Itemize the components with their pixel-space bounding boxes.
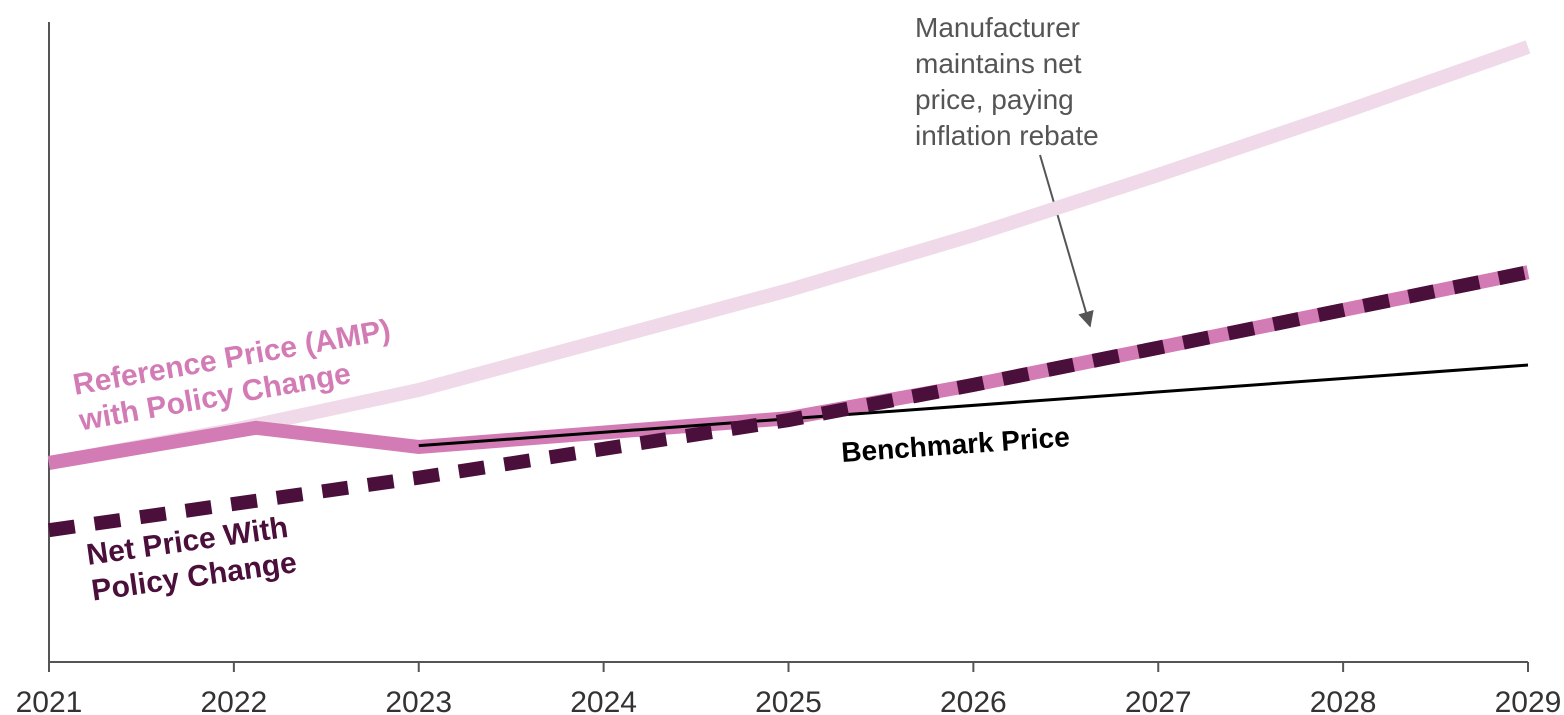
annotation: Benchmark Price [840,421,1070,468]
x-tick-label: 2024 [570,686,637,715]
series-line [47,40,1531,470]
x-tick-label: 2025 [755,686,822,715]
x-tick-label: 2026 [940,686,1007,715]
x-tick-label: 2023 [385,686,452,715]
annotation-line: Manufacturer [915,12,1080,43]
annotation-line: price, paying [915,84,1074,115]
series-line [47,265,1530,470]
x-tick-label: 2028 [1310,686,1377,715]
x-tick-label: 2027 [1125,686,1192,715]
series-line [418,363,1529,448]
annotation-arrow [1039,154,1094,328]
x-tick-label: 2029 [1495,686,1562,715]
annotation-line: maintains net [915,48,1082,79]
annotation: Manufacturer maintains net price, paying in… [915,12,1099,151]
annotation-line: inflation rebate [915,120,1099,151]
x-tick-label: 2022 [201,686,268,715]
annotation: Reference Price (AMP)with Policy Change [70,314,400,438]
x-tick-label: 2021 [16,686,83,715]
annotation-line: Benchmark Price [840,421,1070,468]
series-line [48,265,1530,538]
